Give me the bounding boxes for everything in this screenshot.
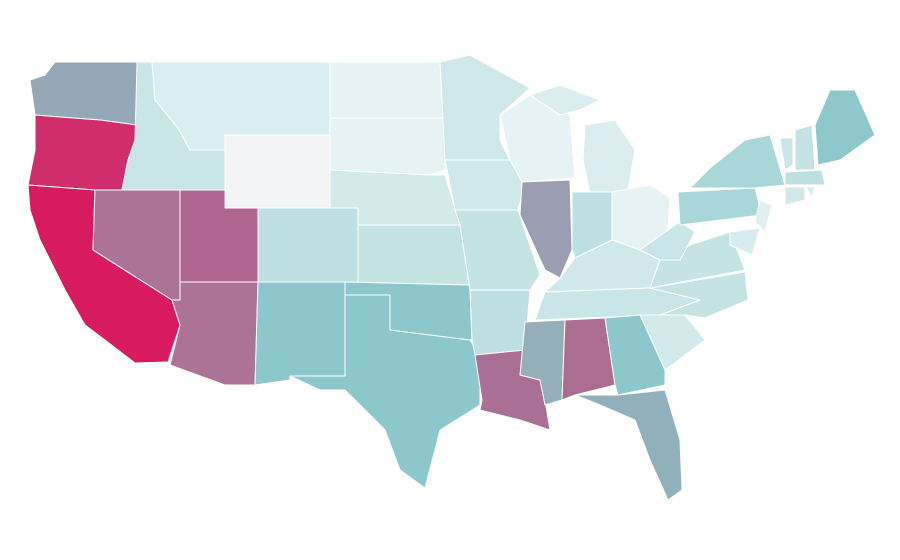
states	[27, 54, 876, 501]
state-region	[814, 89, 876, 166]
state-region	[639, 221, 696, 261]
state-region	[689, 134, 786, 189]
state-region	[805, 186, 816, 199]
state-region	[784, 169, 826, 186]
state-region	[289, 294, 481, 489]
state-region	[779, 137, 794, 171]
state-region	[257, 207, 359, 283]
state-region	[677, 187, 763, 226]
state-region	[27, 114, 138, 191]
state-region	[529, 84, 601, 116]
state-region	[444, 159, 526, 211]
state-region	[357, 224, 471, 286]
state-region	[469, 289, 531, 356]
state-region	[329, 117, 446, 176]
state-region	[574, 389, 683, 501]
state-region	[582, 119, 636, 196]
state-region	[794, 124, 816, 171]
state-region	[649, 271, 749, 319]
state-region	[254, 281, 346, 386]
state-region	[729, 227, 761, 256]
state-region	[784, 186, 806, 206]
state-region	[329, 61, 446, 119]
state-region	[561, 317, 616, 401]
state-region	[224, 134, 331, 209]
state-region	[169, 281, 259, 386]
state-region	[754, 199, 773, 233]
